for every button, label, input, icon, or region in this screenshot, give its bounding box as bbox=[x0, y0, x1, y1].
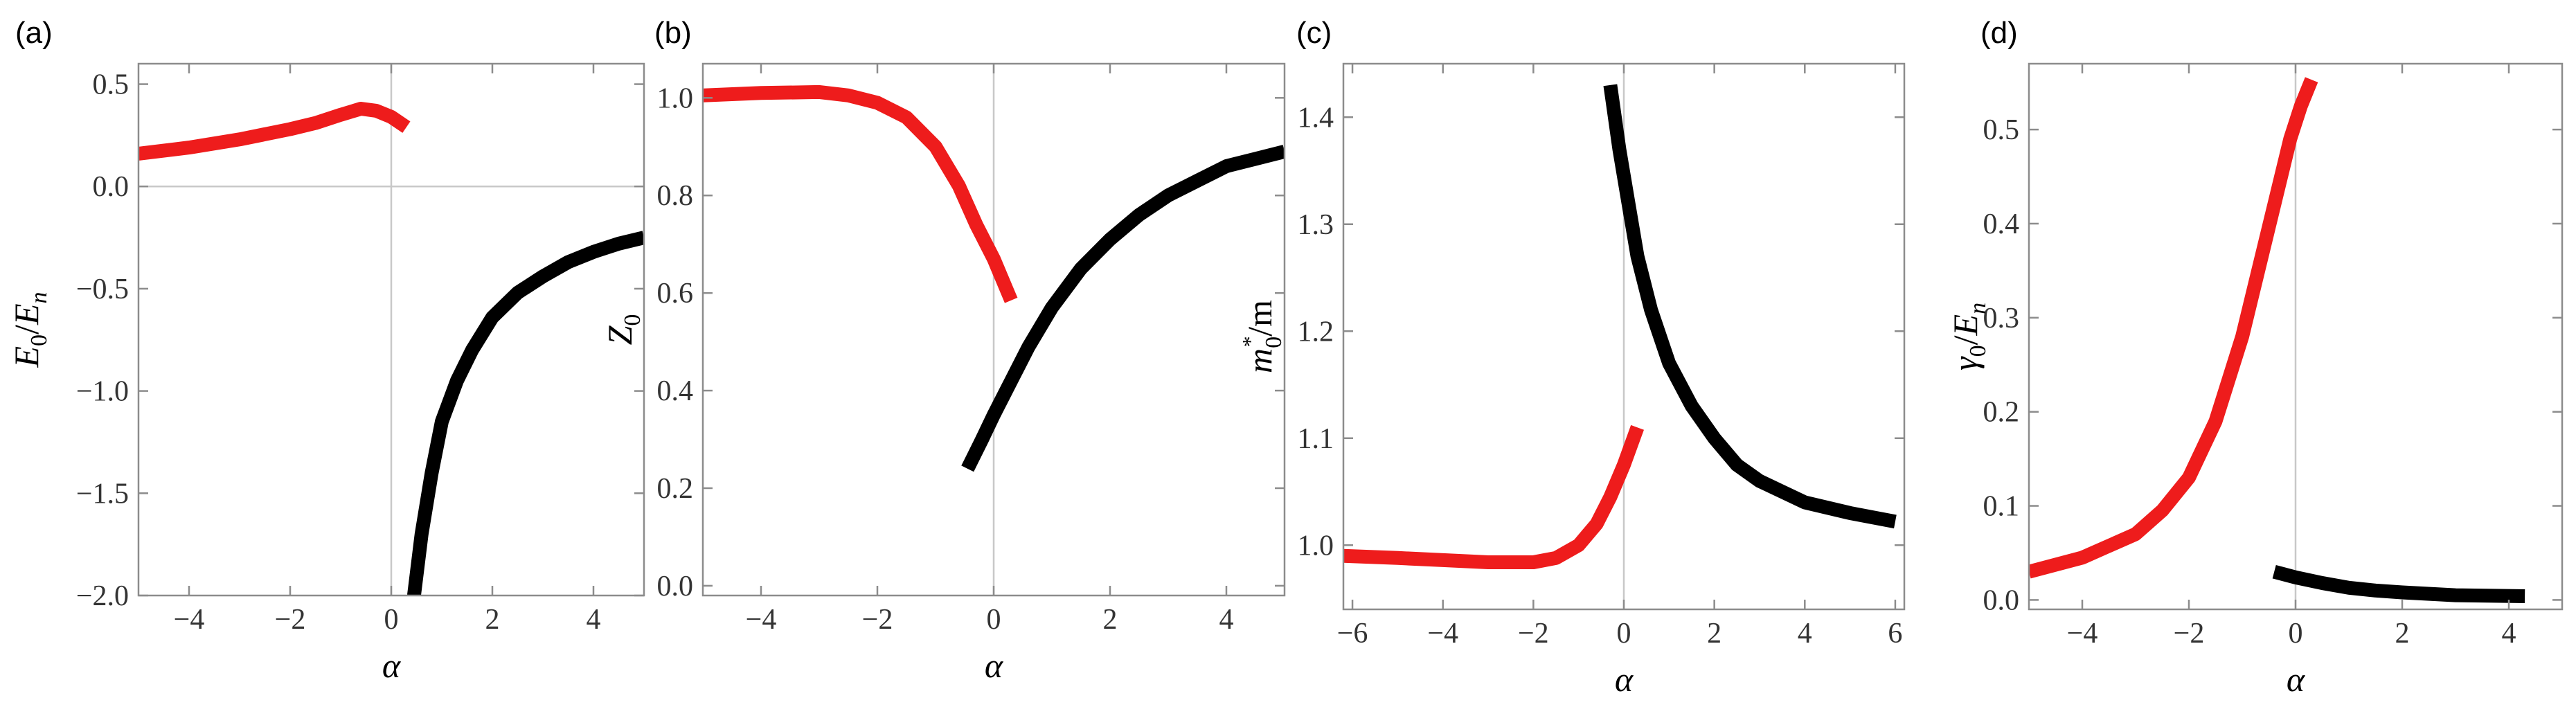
y-tick-label: 1.3 bbox=[1298, 209, 1334, 241]
x-tick-label: 0 bbox=[1617, 618, 1631, 650]
series-line-black bbox=[406, 231, 644, 596]
x-tick-label: 4 bbox=[1219, 604, 1234, 636]
x-tick-label: −2 bbox=[2174, 618, 2205, 650]
x-tick-label: 0 bbox=[987, 604, 1001, 636]
x-tick-label: −4 bbox=[746, 604, 777, 636]
y-tick-label: 0.2 bbox=[1983, 397, 2020, 429]
x-tick-label: −6 bbox=[1337, 618, 1368, 650]
y-tick-label: 0.5 bbox=[93, 69, 129, 101]
y-tick-label: 1.4 bbox=[1298, 102, 1334, 134]
y-tick-label: 0.3 bbox=[1983, 303, 2020, 334]
y-tick-label: 0.4 bbox=[1983, 208, 2020, 240]
x-axis-label: α bbox=[985, 646, 1004, 685]
x-tick-label: 4 bbox=[2502, 618, 2516, 650]
x-tick-label: −2 bbox=[862, 604, 893, 636]
x-tick-label: −4 bbox=[1427, 618, 1458, 650]
y-tick-label: −0.5 bbox=[76, 274, 129, 305]
series-line-black bbox=[1603, 84, 1897, 529]
panel-label: (d) bbox=[1980, 16, 2018, 50]
y-tick-label: −1.5 bbox=[76, 478, 129, 510]
chart-panel-4: (d) −4 −2 0 2 4 0.0 0.1 0.2 0.3 0.4 0.5 α γ0/En bbox=[1946, 16, 2564, 699]
x-axis-label: α bbox=[2287, 660, 2306, 699]
y-tick-label: −2.0 bbox=[76, 580, 129, 612]
panel-label: (c) bbox=[1296, 16, 1332, 50]
x-tick-label: 2 bbox=[1707, 618, 1721, 650]
series-line-black bbox=[2272, 565, 2525, 603]
x-tick-label: −4 bbox=[174, 604, 205, 636]
y-tick-label: 0.6 bbox=[657, 278, 694, 310]
x-tick-label: 2 bbox=[2395, 618, 2410, 650]
chart-panel-1: (a) −4 −2 0 2 4 −2.0 −1.5 −1.0 −0.5 0.0 0.5 α E0/En bbox=[7, 16, 645, 685]
x-tick-label: 4 bbox=[587, 604, 601, 636]
x-tick-label: 2 bbox=[1103, 604, 1118, 636]
series-line-red bbox=[138, 102, 411, 161]
series-line-black bbox=[961, 145, 1285, 472]
y-axis-label: γ0/En bbox=[1946, 303, 1991, 370]
x-tick-label: 0 bbox=[384, 604, 399, 636]
x-tick-label: −4 bbox=[2067, 618, 2098, 650]
x-tick-label: 0 bbox=[2289, 618, 2303, 650]
y-tick-label: 0.0 bbox=[657, 571, 694, 602]
x-tick-label: 4 bbox=[1798, 618, 1812, 650]
y-tick-label: 0.0 bbox=[1983, 584, 2020, 616]
x-tick-label: −2 bbox=[1518, 618, 1549, 650]
series-line-red bbox=[2029, 77, 2318, 579]
x-axis-label: α bbox=[1615, 660, 1634, 699]
x-tick-label: 6 bbox=[1888, 618, 1902, 650]
y-tick-label: 1.0 bbox=[657, 82, 694, 114]
x-tick-label: −2 bbox=[275, 604, 306, 636]
chart-panel-3: (c) −6 −4 −2 0 2 4 6 1.0 1.1 1.2 1.3 1.4 α m*0/m bbox=[1237, 16, 1906, 699]
y-axis-label: E0/En bbox=[7, 292, 52, 368]
y-axis-label: Z0 bbox=[600, 314, 645, 346]
y-tick-label: 0.2 bbox=[657, 473, 694, 505]
y-tick-label: 0.1 bbox=[1983, 491, 2020, 523]
y-tick-label: 0.4 bbox=[657, 375, 694, 407]
y-tick-label: 1.2 bbox=[1298, 316, 1334, 348]
y-tick-label: 1.0 bbox=[1298, 530, 1334, 562]
y-tick-label: 0.8 bbox=[657, 180, 694, 212]
x-axis-label: α bbox=[382, 646, 402, 685]
y-tick-label: 0.0 bbox=[93, 171, 129, 203]
panel-label: (a) bbox=[15, 16, 53, 50]
panel-label: (b) bbox=[654, 16, 692, 50]
y-tick-label: 1.1 bbox=[1298, 423, 1334, 455]
y-tick-label: −1.0 bbox=[76, 376, 129, 408]
chart-panel-2: (b) −4 −2 0 2 4 0.0 0.2 0.4 0.6 0.8 1.0 α Z0 bbox=[600, 16, 1286, 685]
y-tick-label: 0.5 bbox=[1983, 114, 2020, 146]
x-tick-label: 2 bbox=[485, 604, 500, 636]
series-line-red bbox=[703, 84, 1018, 303]
y-axis-label: m*0/m bbox=[1237, 300, 1287, 373]
series-line-red bbox=[1343, 424, 1645, 569]
